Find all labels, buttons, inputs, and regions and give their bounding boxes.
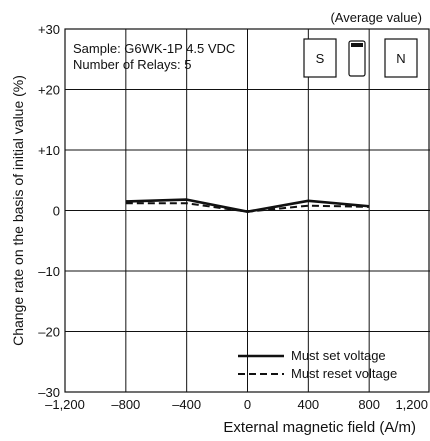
x-axis-label: External magnetic field (A/m) [223, 419, 416, 436]
x-tick-labels: –1,200 –800 –400 0 400 800 1,200 [45, 397, 428, 412]
y-tick-label: –30 [38, 385, 60, 400]
legend-label-set-voltage: Must set voltage [291, 348, 386, 363]
x-tick-label: 400 [297, 397, 319, 412]
north-pole-label: N [396, 51, 405, 66]
grid [65, 29, 430, 392]
plot-frame [64, 28, 430, 393]
y-tick-label: +20 [38, 83, 60, 98]
relay-icon-band [351, 43, 363, 47]
south-pole-label: S [316, 51, 325, 66]
relay-icon [348, 40, 366, 77]
y-tick-label: 0 [53, 204, 60, 219]
y-tick-label: +10 [38, 143, 60, 158]
y-axis-label: Change rate on the basis of initial valu… [10, 75, 26, 346]
y-tick-label: –10 [38, 264, 60, 279]
x-tick-label: 0 [244, 397, 251, 412]
relay-count-label: Number of Relays: 5 [73, 57, 192, 72]
x-tick-label: 800 [358, 397, 380, 412]
series-lines [125, 198, 370, 214]
y-tick-labels: +30 +20 +10 0 –10 –20 –30 [38, 22, 60, 400]
x-tick-label: –800 [111, 397, 140, 412]
magnet-diagram: S N [303, 38, 418, 78]
x-tick-label: –400 [172, 397, 201, 412]
y-tick-label: +30 [38, 22, 60, 37]
x-tick-label: –1,200 [45, 397, 85, 412]
south-pole-box [303, 38, 337, 78]
legend-label-reset-voltage: Must reset voltage [291, 366, 397, 381]
sample-label: Sample: G6WK-1P 4.5 VDC [73, 41, 235, 56]
north-pole-box [384, 38, 418, 78]
average-value-note: (Average value) [330, 10, 422, 25]
series-line-must-reset-voltage [125, 202, 370, 213]
x-tick-label: 1,200 [395, 397, 428, 412]
legend: Must set voltage Must reset voltage [238, 348, 397, 381]
y-tick-label: –20 [38, 325, 60, 340]
